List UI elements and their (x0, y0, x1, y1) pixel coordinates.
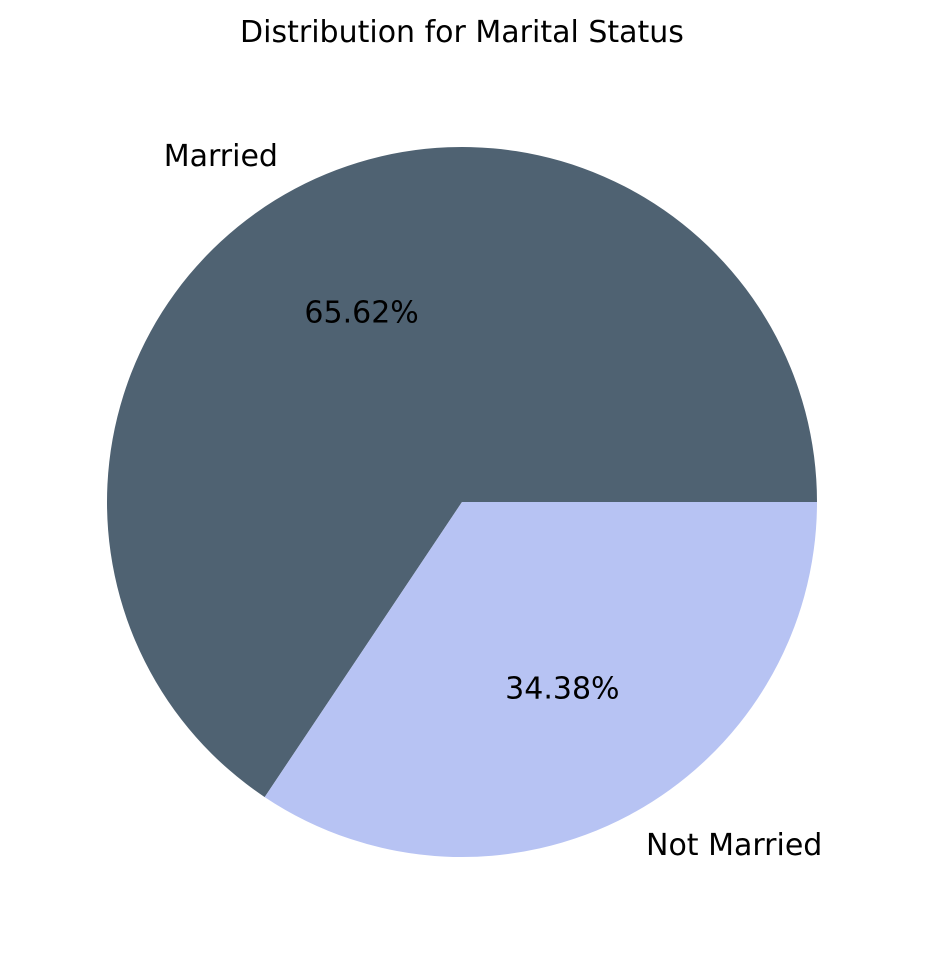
pie-labels: Married 65.62% Not Married 34.38% (164, 139, 823, 863)
pie-slice-married (106, 146, 817, 798)
slice-label: Married (164, 139, 278, 174)
slice-percentage-label: 34.38% (505, 671, 619, 706)
chart-title: Distribution for Marital Status (240, 15, 684, 50)
pie-slices (106, 146, 818, 857)
pie-slice-not-married (264, 502, 818, 857)
slice-percentage-label: 65.62% (304, 296, 418, 331)
slice-label: Not Married (646, 828, 822, 863)
